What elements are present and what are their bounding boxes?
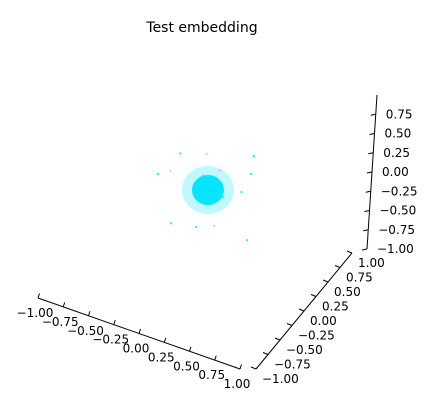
x-tick-mark — [37, 293, 40, 299]
z-tick-label: 0.50 — [385, 127, 412, 141]
point-cyan — [214, 193, 217, 196]
y-tick-mark — [310, 294, 317, 297]
y-tick-label: −0.50 — [286, 343, 323, 357]
x-tick-label: −1.00 — [17, 306, 54, 320]
point-pink — [219, 169, 222, 172]
y-tick-mark — [322, 279, 329, 283]
x-tick-mark — [88, 311, 91, 316]
y-tick-mark — [262, 352, 269, 355]
chart-title: Test embedding — [145, 20, 257, 36]
x-tick-mark — [189, 346, 192, 352]
point-cyan — [210, 192, 213, 195]
z-tick-mark — [365, 190, 371, 193]
x-tick-label: 0.25 — [148, 350, 175, 364]
x-tick-mark — [62, 302, 66, 308]
point-cyan — [203, 184, 207, 188]
point-cyan — [212, 190, 215, 193]
point-cyan — [240, 190, 243, 194]
point-pink — [201, 174, 204, 177]
point-cyan — [245, 239, 249, 242]
z-tick-label: −0.25 — [381, 184, 418, 198]
z-tick-mark — [363, 229, 369, 232]
point-pink — [169, 169, 172, 172]
point-cyan — [213, 184, 216, 187]
scatter-points — [157, 152, 256, 242]
y-tick-label: −1.00 — [262, 372, 299, 386]
z-tick-mark — [369, 133, 375, 135]
point-cyan — [222, 196, 225, 199]
y-tick-label: 0.25 — [322, 300, 349, 314]
z-tick-label: 0.25 — [383, 146, 410, 160]
z-tick-mark — [364, 210, 370, 212]
y-tick-mark — [250, 366, 257, 370]
y-tick-label: 0.75 — [346, 271, 373, 285]
point-cyan — [157, 172, 160, 176]
z-tick-mark — [370, 113, 376, 116]
z-tick-label: −0.75 — [378, 223, 415, 237]
point-cyan — [204, 192, 208, 195]
y-tick-label: 1.00 — [358, 256, 385, 270]
x-tick-mark — [214, 355, 217, 361]
point-cyan — [205, 194, 208, 197]
y-tick-mark — [346, 250, 353, 254]
point-cyan — [204, 186, 207, 190]
x-tick-label: −0.50 — [67, 324, 104, 338]
x-tick-mark — [138, 328, 141, 334]
point-cyan — [201, 186, 205, 190]
y-tick-mark — [298, 308, 305, 312]
x-tick-label: 0.50 — [173, 359, 200, 373]
point-cyan — [250, 172, 253, 176]
x-tick-label: −0.75 — [42, 315, 79, 329]
point-cyan — [208, 184, 212, 187]
point-pink — [213, 224, 216, 227]
z-tick-mark — [361, 248, 368, 251]
y-tick-mark — [286, 323, 293, 326]
z-tick-mark — [368, 152, 374, 155]
y-tick-label: −0.25 — [298, 329, 335, 343]
point-cyan — [198, 180, 201, 184]
z-tick-label: −0.50 — [380, 204, 417, 218]
y-tick-label: −0.75 — [274, 358, 311, 372]
z-tick-label: −1.00 — [377, 242, 414, 256]
x-tick-label: −0.25 — [92, 333, 129, 347]
z-tick-label: 0.75 — [386, 107, 413, 121]
x-tick-label: 0.00 — [123, 342, 150, 356]
x-tick-mark — [239, 364, 242, 370]
point-cyan — [179, 152, 182, 155]
y-tick-label: 0.50 — [334, 285, 361, 299]
point-pink — [205, 153, 208, 156]
x-tick-mark — [113, 319, 116, 325]
x-tick-mark — [163, 337, 167, 343]
x-tick-label: 0.75 — [198, 368, 225, 382]
point-cyan — [201, 183, 204, 186]
axes: −1.00−0.75−0.50−0.250.000.250.500.751.00… — [17, 94, 418, 391]
point-cyan — [169, 222, 173, 225]
x-tick-label: 1.00 — [224, 377, 251, 391]
point-cyan — [252, 154, 256, 158]
z-tick-label: 0.00 — [382, 165, 409, 179]
point-cyan — [207, 187, 210, 190]
point-cyan — [206, 189, 209, 192]
y-tick-mark — [334, 265, 341, 268]
point-cyan — [204, 179, 207, 183]
z-tick-mark — [366, 171, 373, 174]
point-cyan — [195, 225, 198, 229]
y-tick-label: 0.00 — [310, 314, 337, 328]
y-tick-mark — [274, 337, 281, 341]
